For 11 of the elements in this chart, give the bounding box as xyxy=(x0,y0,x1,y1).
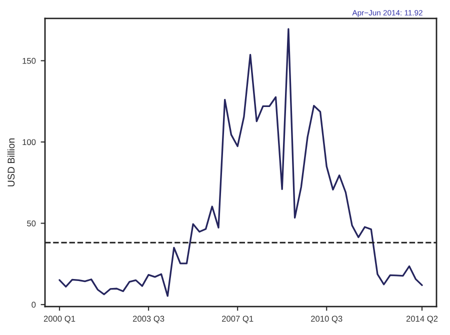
x-tick-label: 2014 Q2 xyxy=(406,316,438,324)
x-tick-label: 2000 Q1 xyxy=(44,316,76,324)
y-tick-label: 50 xyxy=(27,220,36,226)
y-axis-title: USD Billion xyxy=(7,138,15,186)
y-tick-label: 100 xyxy=(22,139,36,146)
y-tick-label: 0 xyxy=(32,302,36,308)
x-tick-label: 2003 Q3 xyxy=(132,316,164,324)
x-tick-label: 2007 Q1 xyxy=(222,316,254,324)
y-tick-label: 150 xyxy=(22,58,36,64)
line-series xyxy=(58,28,423,297)
x-tick-label: 2010 Q3 xyxy=(311,316,342,324)
